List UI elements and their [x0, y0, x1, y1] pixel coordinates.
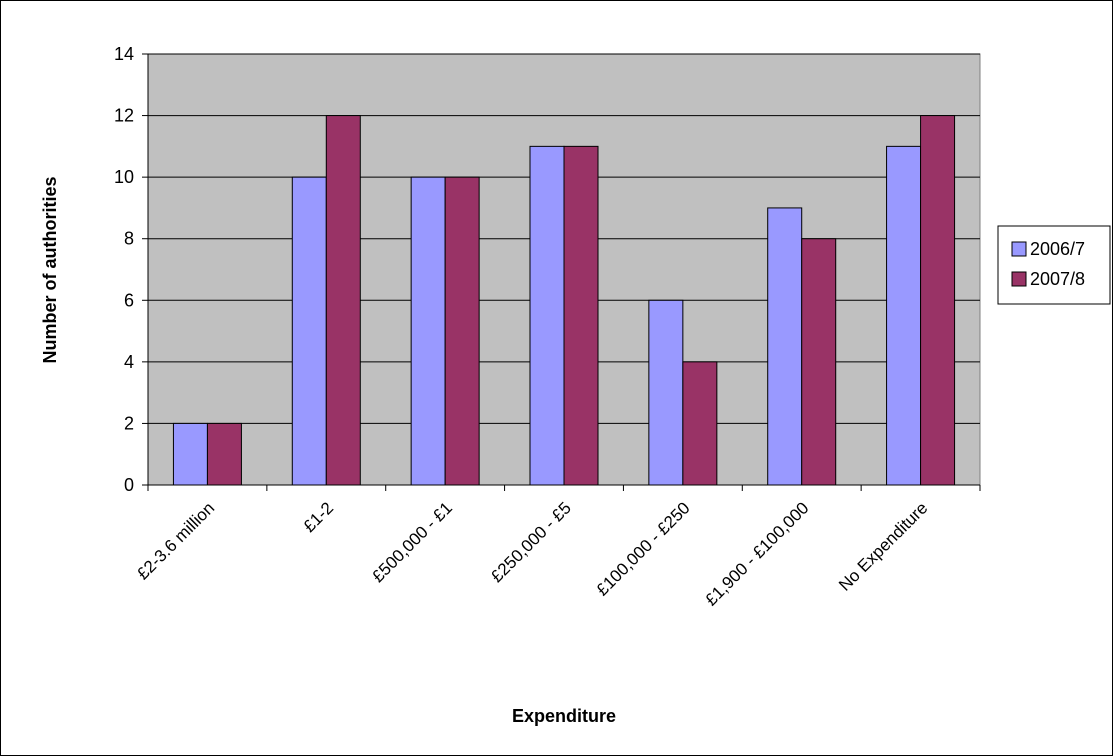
legend-label: 2007/8 — [1030, 269, 1085, 289]
bar-2007-8-2 — [444, 176, 480, 486]
y-tick-label: 4 — [124, 352, 134, 372]
x-axis-title: Expenditure — [512, 706, 616, 726]
y-tick-label: 0 — [124, 475, 134, 495]
bar-2006-7-0 — [172, 422, 208, 486]
legend-swatch — [1011, 271, 1027, 287]
bar-2007-8-3 — [563, 145, 599, 486]
y-tick-label: 2 — [124, 413, 134, 433]
bar-2007-8-4 — [682, 361, 718, 486]
bars — [172, 115, 956, 486]
bar-2006-7-2 — [410, 176, 446, 486]
bar-2007-8-0 — [206, 422, 242, 486]
legend-box — [997, 225, 1111, 305]
bar-2006-7-1 — [291, 176, 327, 486]
y-tick-label: 10 — [114, 167, 134, 187]
y-tick-label: 12 — [114, 106, 134, 126]
y-tick-label: 8 — [124, 229, 134, 249]
bar-2007-8-5 — [801, 238, 837, 486]
bar-2007-8-1 — [325, 115, 361, 486]
legend-label: 2006/7 — [1030, 239, 1085, 259]
bar-2007-8-6 — [920, 115, 956, 486]
bar-2006-7-5 — [767, 207, 803, 486]
legend: 2006/7 2007/8 — [997, 225, 1111, 305]
y-tick-label: 6 — [124, 290, 134, 310]
bar-2006-7-3 — [529, 145, 565, 486]
bar-2006-7-4 — [648, 299, 684, 486]
legend-swatch — [1011, 241, 1027, 257]
y-tick-label: 14 — [114, 44, 134, 64]
y-tick-labels: 0 2 4 6 8 10 12 14 — [114, 44, 134, 495]
bar-2006-7-6 — [886, 145, 922, 486]
y-axis-title: Number of authorities — [40, 176, 60, 363]
axes — [142, 53, 981, 491]
